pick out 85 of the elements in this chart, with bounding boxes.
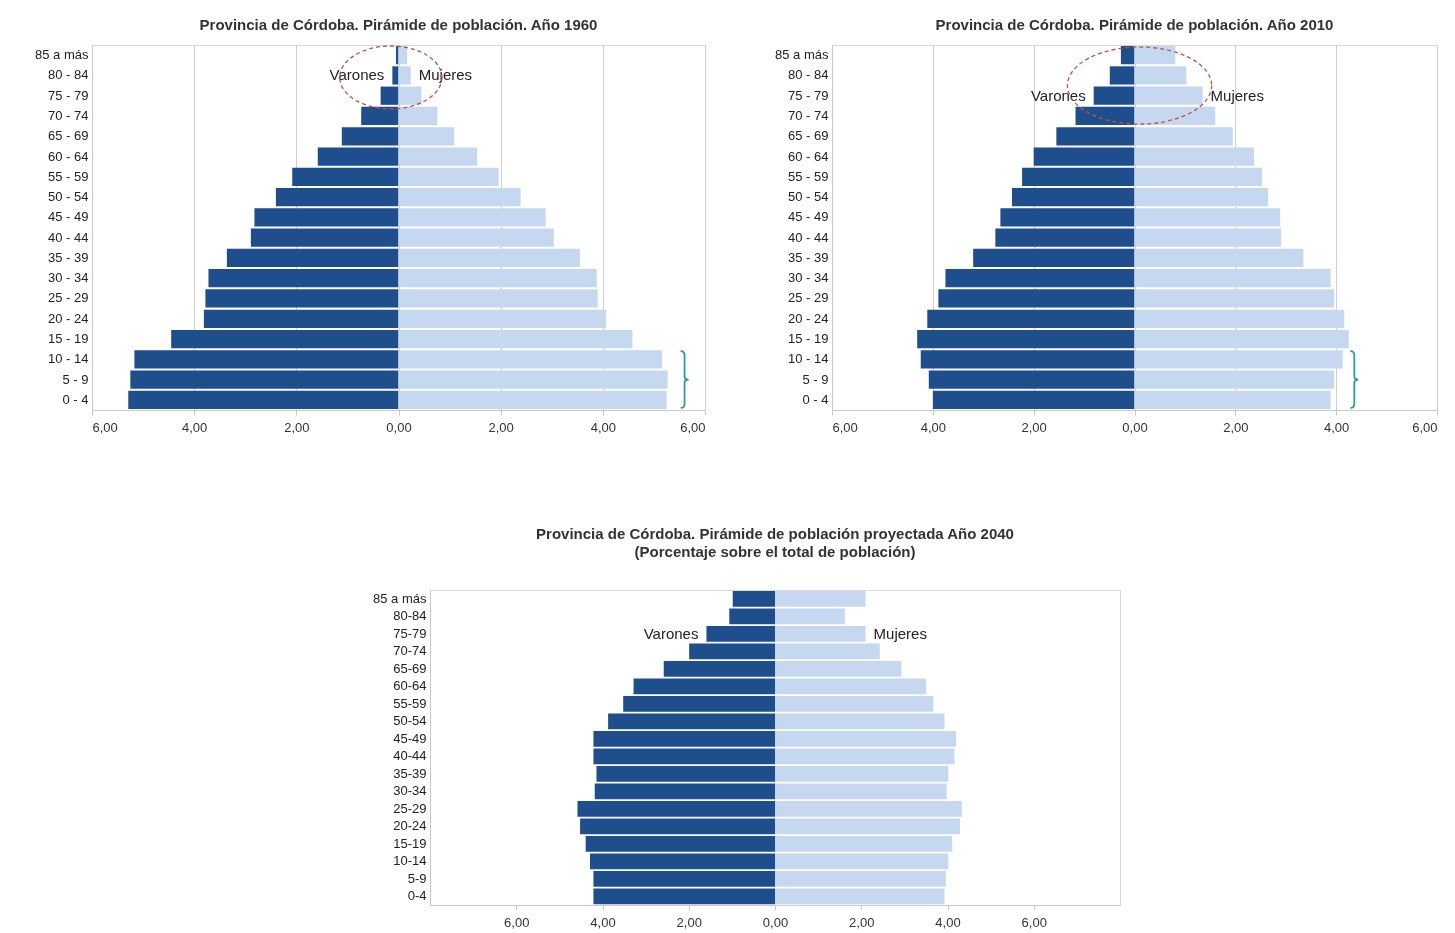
y-tick-label: 0 - 4 xyxy=(62,391,89,407)
x-tick-label: 6,00 xyxy=(1021,914,1047,930)
chart-title: Provincia de Córdoba. Pirámide de población proyectada Año 2040 xyxy=(536,525,1014,542)
y-tick-label: 25-29 xyxy=(393,800,427,816)
y-tick-label: 75-79 xyxy=(393,625,427,641)
x-tick-label: 6,00 xyxy=(832,419,858,435)
x-tick-label: 2,00 xyxy=(284,419,310,435)
y-tick-label: 20 - 24 xyxy=(788,310,829,326)
y-tick-label: 60 - 64 xyxy=(788,148,829,164)
y-tick-label: 50 - 54 xyxy=(788,189,829,205)
y-tick-label: 10 - 14 xyxy=(48,351,89,367)
y-tick-label: 70-74 xyxy=(393,643,427,659)
y-tick-label: 20-24 xyxy=(393,818,427,834)
y-tick-label: 35-39 xyxy=(393,765,427,781)
x-tick-label: 4,00 xyxy=(1324,419,1350,435)
y-tick-label: 15 - 19 xyxy=(788,331,829,347)
y-tick-label: 5 - 9 xyxy=(62,371,89,387)
x-tick-label: 4,00 xyxy=(590,914,616,930)
y-tick-label: 15-19 xyxy=(393,835,427,851)
y-tick-label: 85 a más xyxy=(775,47,829,63)
y-tick-label: 30-34 xyxy=(393,783,427,799)
y-tick-label: 20 - 24 xyxy=(48,310,89,326)
y-tick-label: 0-4 xyxy=(407,888,427,904)
x-tick-label: 2,00 xyxy=(1021,419,1047,435)
y-tick-label: 15 - 19 xyxy=(48,331,89,347)
y-tick-label: 65-69 xyxy=(393,660,427,676)
x-tick-label: 2,00 xyxy=(488,419,514,435)
series-label: Varones xyxy=(1030,86,1086,104)
y-tick-label: 75 - 79 xyxy=(48,87,89,103)
y-tick-label: 85 a más xyxy=(373,590,427,606)
series-label: Mujeres xyxy=(873,624,927,642)
chart-title: Provincia de Córdoba. Pirámide de población. Año 2010 xyxy=(935,16,1334,33)
y-tick-label: 25 - 29 xyxy=(788,290,829,306)
y-tick-label: 45-49 xyxy=(393,730,427,746)
y-tick-label: 80 - 84 xyxy=(788,67,829,83)
chart-title: Provincia de Córdoba. Pirámide de población. Año 1960 xyxy=(199,16,598,33)
y-tick-label: 40 - 44 xyxy=(788,229,829,245)
y-tick-label: 40 - 44 xyxy=(48,229,89,245)
y-tick-label: 65 - 69 xyxy=(788,128,829,144)
y-tick-label: 35 - 39 xyxy=(788,249,829,265)
y-tick-label: 10-14 xyxy=(393,853,427,869)
y-tick-label: 30 - 34 xyxy=(48,270,89,286)
x-tick-label: 2,00 xyxy=(1223,419,1249,435)
y-tick-label: 70 - 74 xyxy=(788,107,829,123)
x-tick-label: 4,00 xyxy=(590,419,616,435)
y-tick-label: 5-9 xyxy=(407,870,427,886)
y-tick-label: 45 - 49 xyxy=(788,209,829,225)
x-tick-label: 6,00 xyxy=(504,914,530,930)
y-tick-label: 80 - 84 xyxy=(48,67,89,83)
y-tick-label: 0 - 4 xyxy=(802,391,829,407)
y-tick-label: 30 - 34 xyxy=(788,270,829,286)
y-tick-label: 45 - 49 xyxy=(48,209,89,225)
y-tick-label: 50 - 54 xyxy=(48,189,89,205)
x-tick-label: 2,00 xyxy=(849,914,875,930)
x-tick-label: 0,00 xyxy=(762,914,789,930)
x-tick-label: 6,00 xyxy=(1412,419,1438,435)
y-tick-label: 55 - 59 xyxy=(788,168,829,184)
x-tick-label: 0,00 xyxy=(386,419,412,435)
y-tick-label: 10 - 14 xyxy=(788,351,829,367)
y-tick-label: 65 - 69 xyxy=(48,128,89,144)
series-label: Mujeres xyxy=(418,66,473,84)
y-tick-label: 25 - 29 xyxy=(48,290,89,306)
y-tick-label: 85 a más xyxy=(35,47,89,63)
x-tick-label: 4,00 xyxy=(935,914,961,930)
x-tick-label: 4,00 xyxy=(920,419,946,435)
series-label: Mujeres xyxy=(1210,86,1264,104)
y-tick-label: 60-64 xyxy=(393,678,427,694)
y-tick-label: 60 - 64 xyxy=(48,148,89,164)
y-tick-label: 40-44 xyxy=(393,748,427,764)
y-tick-label: 70 - 74 xyxy=(48,107,89,123)
x-tick-label: 0,00 xyxy=(1122,419,1148,435)
x-tick-label: 6,00 xyxy=(92,419,118,435)
y-tick-label: 35 - 39 xyxy=(48,249,89,265)
y-tick-label: 50-54 xyxy=(393,713,427,729)
series-label: Varones xyxy=(329,66,385,84)
y-tick-label: 80-84 xyxy=(393,608,427,624)
y-tick-label: 55-59 xyxy=(393,695,427,711)
y-tick-label: 55 - 59 xyxy=(48,168,89,184)
series-label: Varones xyxy=(643,624,699,642)
y-tick-label: 5 - 9 xyxy=(802,371,829,387)
x-tick-label: 6,00 xyxy=(680,419,706,435)
x-tick-label: 2,00 xyxy=(676,914,702,930)
y-tick-label: 75 - 79 xyxy=(788,87,829,103)
chart-subtitle: (Porcentaje sobre el total de población) xyxy=(634,543,916,560)
x-tick-label: 4,00 xyxy=(182,419,208,435)
